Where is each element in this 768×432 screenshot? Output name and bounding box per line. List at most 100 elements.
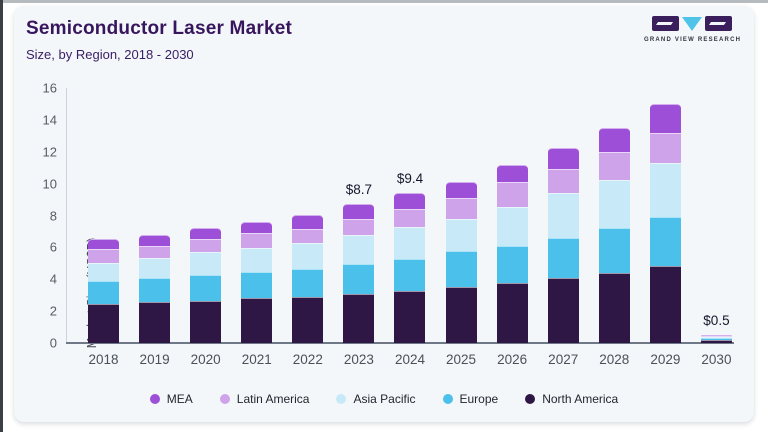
bar-segment-mea	[598, 127, 630, 152]
y-tick-label: 4	[49, 271, 57, 287]
legend-swatch-icon	[442, 394, 453, 404]
bar-segment-latin-america	[598, 151, 630, 180]
bar-segment-europe	[343, 264, 375, 295]
x-tick-label: 2019	[139, 352, 170, 367]
bar-segment-asia-pacific	[241, 248, 273, 273]
y-tick-label: 12	[42, 144, 57, 160]
x-tick-label: 2023	[343, 352, 374, 367]
left-edge-divider	[0, 0, 3, 432]
bar-2028: 2028	[598, 127, 630, 367]
top-edge-divider	[0, 0, 768, 3]
bar-segment-north-america	[598, 272, 630, 343]
bar-segment-europe	[292, 268, 324, 297]
bar-segment-north-america	[139, 302, 171, 343]
bar-2030: 2030 $0.5	[700, 313, 732, 367]
bar-segment-mea	[292, 214, 324, 230]
bar-segment-mea	[343, 204, 375, 219]
bar-segment-mea	[547, 147, 579, 170]
logo-wordmark: GRAND VIEW RESEARCH	[644, 37, 742, 43]
bar-segment-mea	[445, 182, 477, 198]
bar-segment-mea	[88, 239, 119, 249]
x-axis-line	[66, 342, 734, 344]
bar-segment-asia-pacific	[445, 218, 477, 251]
bar-segment-latin-america	[547, 169, 579, 194]
legend-label: Latin America	[236, 392, 310, 406]
bar-segment-latin-america	[496, 182, 528, 207]
legend-item-europe: Europe	[442, 392, 499, 406]
logo-r-block	[705, 16, 732, 31]
bar-segment-europe	[139, 277, 171, 303]
bar-segment-latin-america	[700, 335, 732, 338]
bar-segment-north-america	[88, 303, 119, 343]
x-tick-label: 2026	[497, 352, 528, 367]
bar-segment-asia-pacific	[292, 243, 324, 269]
bar-2018: 2018	[88, 239, 119, 367]
bar-segment-mea	[241, 221, 273, 234]
page-subtitle: Size, by Region, 2018 - 2030	[26, 47, 194, 62]
bar-segment-europe	[241, 272, 273, 299]
bar-segment-mea	[496, 165, 528, 183]
bar-2024: 2024 $9.4	[394, 171, 426, 367]
legend-swatch-icon	[525, 394, 536, 404]
bar-segment-europe	[190, 275, 222, 301]
bar-segment-mea	[190, 228, 222, 240]
x-tick-label: 2024	[394, 352, 425, 367]
bar-segment-asia-pacific	[598, 179, 630, 229]
bar-2020: 2020	[190, 228, 222, 367]
bar-series-container: 2018 2019 2020 2021 2022 2023 $8.7 2024 $9.4 2025…	[88, 88, 732, 367]
x-tick-label: 2030	[701, 352, 732, 367]
bar-segment-europe	[700, 338, 732, 340]
x-tick-label: 2025	[446, 352, 477, 367]
bar-2026: 2026	[496, 165, 528, 367]
bar-value-label: $0.5	[703, 313, 730, 329]
bar-segment-europe	[547, 237, 579, 279]
bar-2023: 2023 $8.7	[343, 182, 375, 367]
bar-segment-asia-pacific	[88, 262, 119, 281]
bar-segment-north-america	[649, 265, 681, 343]
legend-swatch-icon	[149, 394, 160, 404]
y-tick-label: 0	[49, 335, 57, 351]
bar-segment-latin-america	[394, 209, 426, 228]
bar-segment-north-america	[700, 339, 732, 343]
y-tick-label: 14	[42, 112, 57, 128]
bar-segment-mea	[394, 193, 426, 210]
gvr-logo-mark	[644, 16, 740, 34]
bar-segment-mea	[139, 234, 171, 246]
bar-segment-latin-america	[139, 245, 171, 258]
bar-2019: 2019	[139, 234, 171, 367]
bar-segment-north-america	[547, 278, 579, 343]
bar-segment-latin-america	[241, 233, 273, 249]
y-tick-label: 16	[42, 80, 57, 96]
bar-segment-latin-america	[445, 197, 477, 219]
y-tick-label: 2	[49, 303, 57, 319]
bar-2022: 2022	[292, 214, 324, 367]
bar-2027: 2027	[547, 147, 579, 367]
legend-swatch-icon	[219, 394, 230, 404]
bar-segment-europe	[649, 217, 681, 266]
y-axis-line	[66, 88, 67, 343]
chart-legend: MEA Latin America Asia Pacific Europe North …	[14, 392, 754, 406]
bar-value-label: $9.4	[396, 171, 424, 187]
x-tick-label: 2018	[88, 352, 119, 367]
bar-segment-asia-pacific	[649, 162, 681, 218]
bar-segment-europe	[445, 250, 477, 288]
bar-segment-north-america	[496, 283, 528, 343]
bar-segment-europe	[88, 280, 119, 304]
bar-segment-europe	[598, 228, 630, 273]
bar-segment-europe	[496, 245, 528, 284]
y-tick-label: 6	[49, 239, 57, 255]
bar-segment-latin-america	[649, 132, 681, 163]
legend-label: Europe	[459, 392, 499, 406]
x-tick-label: 2020	[190, 352, 221, 367]
legend-item-asia-pacific: Asia Pacific	[336, 392, 416, 406]
bar-segment-asia-pacific	[343, 235, 375, 265]
bar-segment-latin-america	[88, 248, 119, 263]
logo-v-triangle-icon	[682, 17, 702, 31]
bar-segment-asia-pacific	[700, 337, 732, 339]
logo-g-block	[652, 16, 679, 31]
chart-card: Semiconductor Laser Market Size, by Regi…	[14, 6, 754, 422]
legend-swatch-icon	[336, 394, 347, 404]
legend-label: Asia Pacific	[353, 392, 416, 406]
